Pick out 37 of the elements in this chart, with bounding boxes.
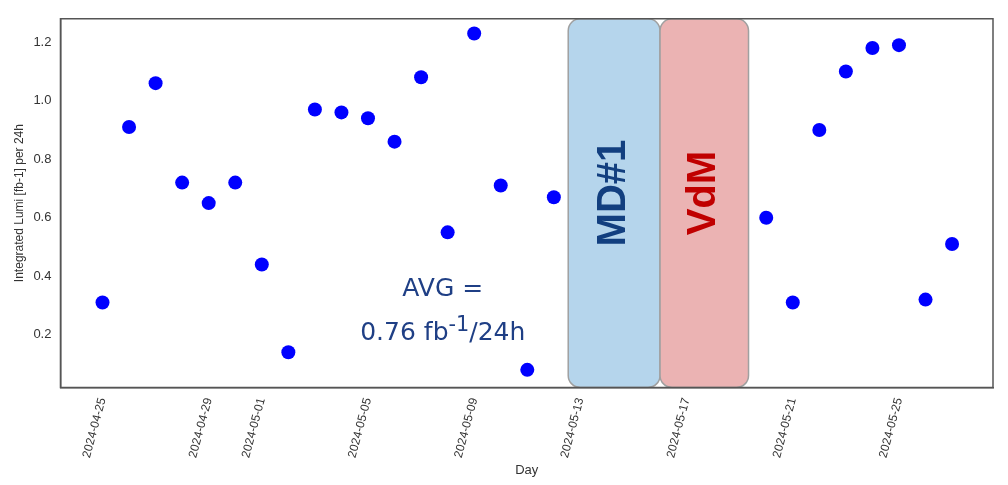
y-tick-label: 1.2 [33, 33, 52, 49]
y-tick-label: 0.4 [33, 267, 52, 283]
point [759, 210, 774, 225]
point [414, 70, 429, 85]
point [175, 175, 190, 190]
band-label: MD#1 [589, 139, 634, 247]
band-label: VdM [679, 150, 724, 236]
point [945, 237, 960, 252]
point [201, 196, 216, 211]
y-tick-label: 1.0 [33, 92, 52, 108]
point [440, 225, 455, 240]
point [334, 105, 349, 120]
point [361, 111, 375, 126]
y-tick-label: 0.2 [33, 326, 52, 342]
point [865, 41, 880, 56]
point [254, 257, 269, 272]
y-tick-label: 0.6 [33, 209, 52, 225]
point [838, 64, 853, 79]
point [812, 122, 827, 137]
point [148, 76, 163, 91]
point [387, 134, 402, 149]
point [95, 295, 110, 310]
point [228, 175, 243, 190]
point [520, 362, 535, 377]
x-axis-title: Day [515, 461, 539, 477]
point [546, 190, 561, 205]
point [918, 292, 933, 307]
y-axis-title: Integrated Lumi [fb-1] per 24h [11, 124, 26, 283]
point [891, 38, 906, 53]
point [281, 345, 296, 360]
point [467, 26, 482, 41]
point [785, 295, 800, 310]
y-tick-label: 0.8 [33, 150, 52, 166]
point [122, 120, 137, 135]
point [307, 102, 322, 117]
point [493, 178, 508, 193]
annotation: AVG = 0.76 fb$^{-1}$/24h [360, 271, 526, 349]
